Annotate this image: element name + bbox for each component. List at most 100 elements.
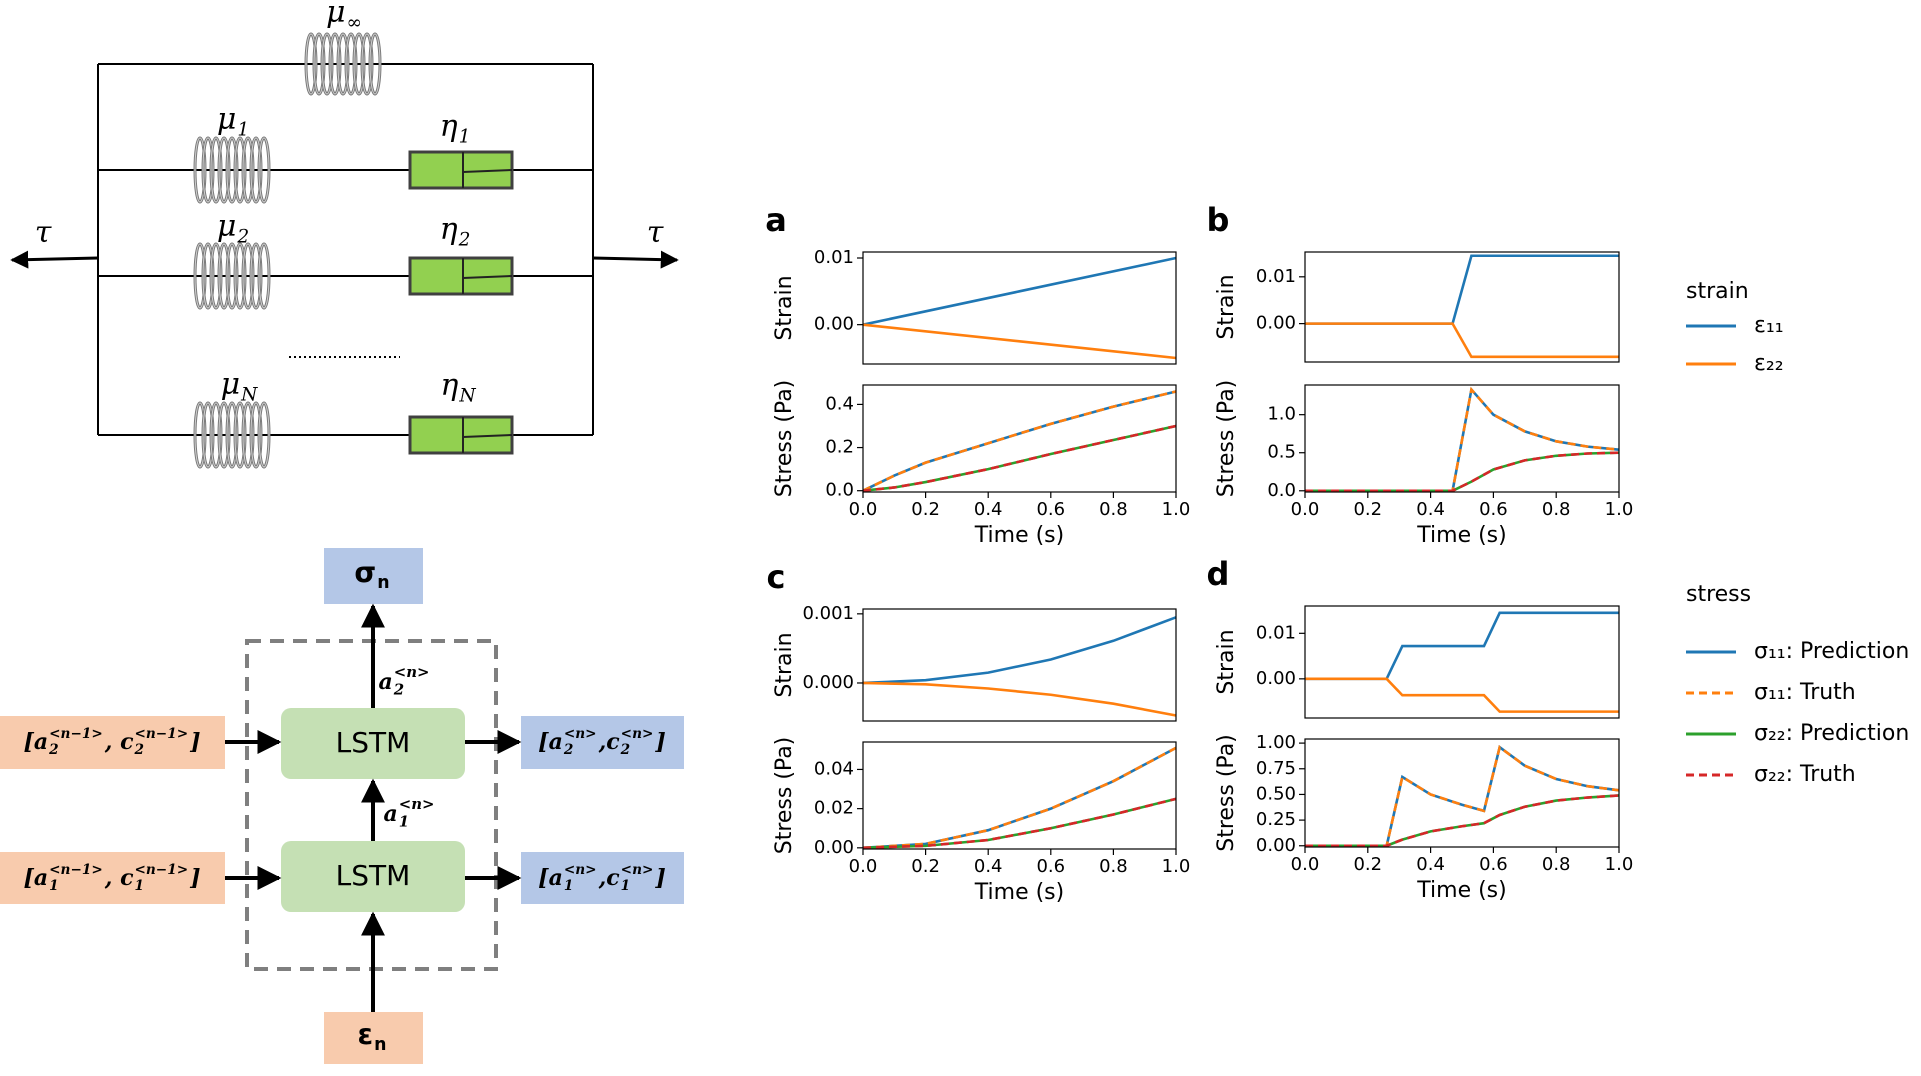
series-line <box>862 797 1177 850</box>
y-tick-label: 0.0 <box>1267 480 1296 501</box>
coil <box>226 402 238 468</box>
series-line <box>1305 322 1619 359</box>
dashpot-label: η1 <box>440 109 471 148</box>
y-tick-label: 0.5 <box>1267 442 1296 463</box>
model-wiring <box>10 63 679 436</box>
panel-label: c <box>767 558 786 596</box>
subscript: 1 <box>134 878 143 894</box>
coil <box>226 243 238 309</box>
coil <box>305 33 317 95</box>
series-line <box>1305 611 1619 681</box>
coil <box>258 402 270 468</box>
y-tick-label: 0.01 <box>814 247 854 268</box>
hidden-label: a<n> 1 <box>383 795 434 831</box>
x-tick-label: 0.8 <box>1099 499 1128 520</box>
spring-label: μ∞ <box>326 0 362 34</box>
coil <box>218 402 230 468</box>
input-box <box>324 1012 423 1064</box>
series-line <box>1305 451 1620 493</box>
lstm-diagram: LSTM LSTM <box>0 548 684 1064</box>
text-part: ] <box>654 865 665 891</box>
text-part: ε <box>358 1018 374 1051</box>
y-tick-label: 0.00 <box>814 837 854 858</box>
subscript: N <box>240 385 258 406</box>
coil <box>218 243 230 309</box>
y-axis-label: Stress (Pa) <box>1214 734 1239 852</box>
coil <box>337 33 349 95</box>
lstm-cell <box>281 841 465 912</box>
x-tick-label: 1.0 <box>1605 499 1634 520</box>
series-line <box>862 390 1177 492</box>
y-tick-label: 0.01 <box>1256 622 1296 643</box>
subscript: 1 <box>49 878 58 894</box>
y-tick-label: 1.00 <box>1256 732 1296 753</box>
series-line <box>862 323 1177 360</box>
series-line <box>1305 254 1619 325</box>
spring <box>193 242 271 310</box>
x-tick-label: 0.2 <box>1353 854 1382 875</box>
series-line <box>862 616 1177 685</box>
axes-frame <box>862 741 1177 850</box>
lstm-cell <box>281 708 465 779</box>
coil <box>250 402 262 468</box>
text-part: [a <box>23 865 48 891</box>
axes-frame <box>862 608 1177 722</box>
series-line <box>1305 745 1620 848</box>
coil <box>234 402 246 468</box>
coil <box>202 243 214 309</box>
coil <box>242 402 254 468</box>
subscript: 2 <box>393 681 404 699</box>
text-part: μ <box>326 0 346 30</box>
series-line <box>862 424 1177 492</box>
coil <box>250 137 262 203</box>
x-tick-label: 0.2 <box>911 856 940 877</box>
x-tick-label: 0.4 <box>974 499 1003 520</box>
text-part: η <box>440 109 458 144</box>
x-tick-label: 0.6 <box>1479 854 1508 875</box>
x-tick-label: 0.8 <box>1542 854 1571 875</box>
x-tick-label: 0.4 <box>1416 854 1445 875</box>
y-tick-label: 0.000 <box>802 672 854 693</box>
coil <box>218 137 230 203</box>
legend-title: strain <box>1686 279 1749 304</box>
state-label: [a<n> 1 ,c<n> 1] <box>538 861 666 893</box>
text-part: μ <box>217 209 237 244</box>
x-tick-label: 1.0 <box>1162 499 1191 520</box>
axes-frame <box>1304 384 1620 493</box>
y-tick-label: 0.02 <box>814 798 854 819</box>
x-tick-label: 0.0 <box>1291 854 1320 875</box>
y-tick-label: 0.00 <box>1256 313 1296 334</box>
y-axis-label: Stress (Pa) <box>772 737 797 855</box>
springs <box>193 32 382 469</box>
coil <box>258 243 270 309</box>
coil <box>258 137 270 203</box>
x-axis-label: Time (s) <box>974 523 1064 548</box>
legend-label: σ₂₂: Truth <box>1754 762 1856 787</box>
x-tick-label: 0.2 <box>1353 499 1382 520</box>
x-tick-label: 0.2 <box>911 499 940 520</box>
x-tick-label: 0.6 <box>1036 856 1065 877</box>
subscript: n <box>374 1035 386 1055</box>
series-line <box>1305 794 1620 848</box>
legend-label: σ₂₂: Prediction <box>1754 721 1909 746</box>
coil <box>210 137 222 203</box>
series-line <box>862 390 1177 492</box>
spring <box>304 32 382 96</box>
text-part: η <box>440 212 458 247</box>
text-part: a <box>378 669 392 695</box>
legend-label: ε₁₁ <box>1754 313 1784 338</box>
legend-label: σ₁₁: Truth <box>1754 680 1856 705</box>
output-box <box>324 548 423 604</box>
y-tick-label: 0.50 <box>1256 783 1296 804</box>
subscript: N <box>458 386 476 407</box>
text-part: [a <box>538 865 563 891</box>
y-tick-label: 1.0 <box>1267 404 1296 425</box>
text-part: , c <box>104 865 134 891</box>
series-line <box>862 424 1177 492</box>
state-in-box <box>0 852 225 904</box>
coil <box>234 243 246 309</box>
coil <box>202 137 214 203</box>
axes-frame <box>862 251 1177 365</box>
spring-label: μN <box>221 367 259 406</box>
spring-label: μ2 <box>217 209 249 248</box>
